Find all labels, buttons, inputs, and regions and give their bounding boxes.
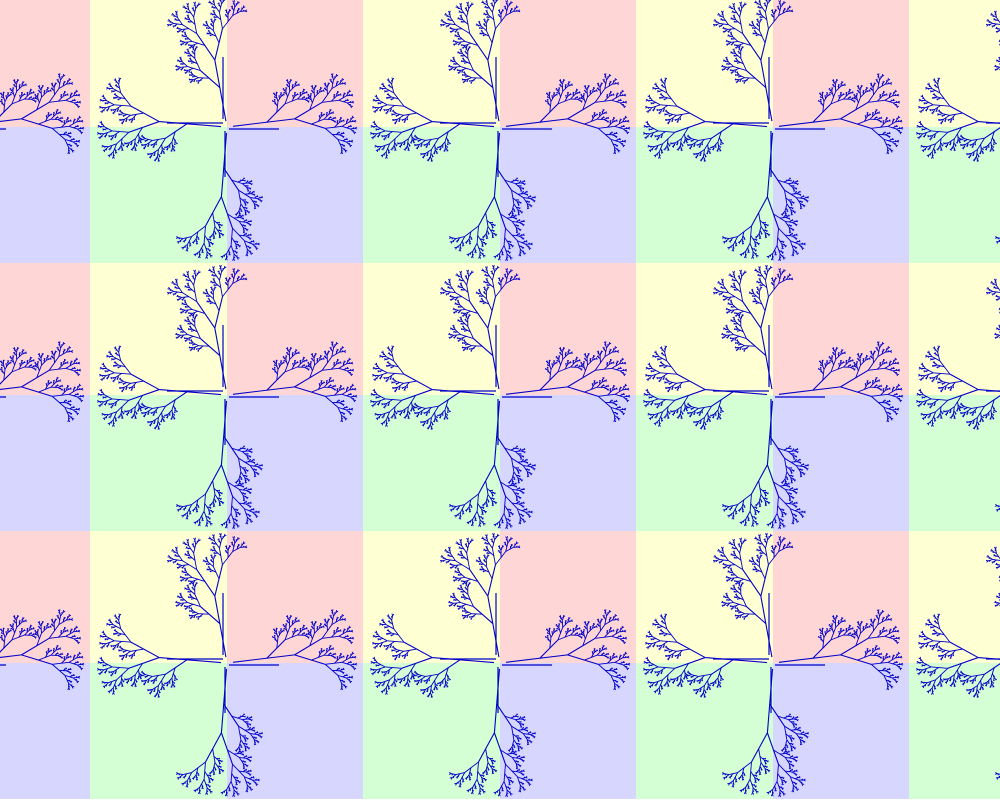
tile-instance	[635, 0, 911, 264]
tile-instance	[89, 262, 365, 532]
tile-instance	[635, 262, 911, 532]
tile-instance	[635, 530, 911, 800]
tile-instance	[0, 530, 92, 800]
tile-instance	[362, 530, 638, 800]
tile-instance	[89, 530, 365, 800]
tile-instance	[89, 0, 365, 264]
tile-instance	[362, 0, 638, 264]
tile-instance	[908, 530, 1000, 800]
tile-instance	[908, 262, 1000, 532]
tile-instance	[908, 0, 1000, 264]
tile-instance	[0, 262, 92, 532]
tile-instance	[0, 0, 92, 264]
tile-instance	[362, 262, 638, 532]
